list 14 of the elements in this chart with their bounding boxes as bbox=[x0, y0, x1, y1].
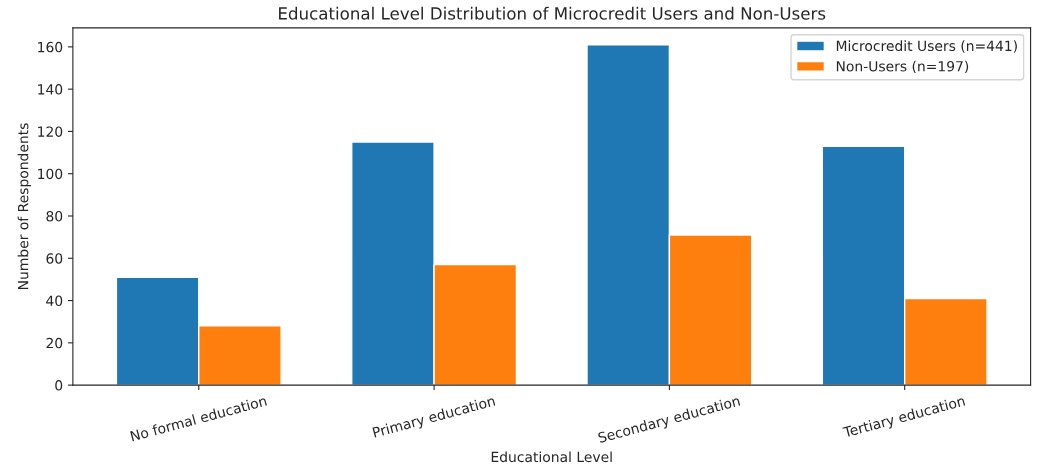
y-tick-label: 60 bbox=[46, 253, 63, 264]
x-axis-title: Educational Level bbox=[491, 451, 612, 463]
y-tick-label: 100 bbox=[38, 168, 63, 180]
chart-title: Educational Level Distribution of Microcredit Users and Non-Users bbox=[279, 6, 826, 20]
y-tick-label: 0 bbox=[55, 380, 63, 391]
y-tick-label: 40 bbox=[46, 295, 63, 307]
legend-label: Non-Users (n=197) bbox=[836, 60, 969, 74]
y-tick-label: 160 bbox=[38, 41, 63, 53]
y-tick-label: 20 bbox=[46, 337, 63, 349]
y-tick-label: 80 bbox=[46, 210, 63, 222]
y-tick-label: 140 bbox=[38, 84, 63, 95]
legend-label: Microcredit Users (n=441) bbox=[836, 40, 1017, 53]
y-tick-label: 120 bbox=[38, 126, 63, 137]
y-axis-title: Number of Respondents bbox=[17, 123, 32, 290]
